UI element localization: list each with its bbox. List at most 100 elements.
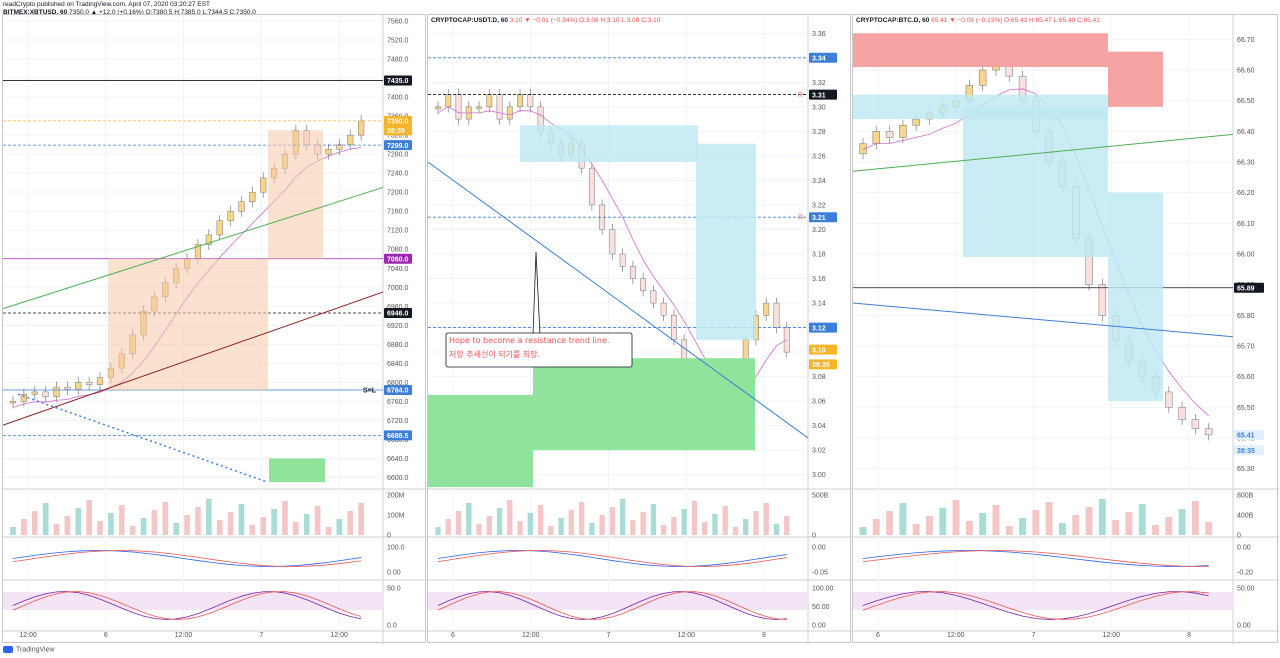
price-tick-label: 7080.0 [387, 247, 409, 254]
candle-body [75, 382, 82, 390]
time-tick-label: 6 [451, 632, 455, 639]
volume-bar [486, 516, 492, 535]
volume-bar [537, 505, 544, 535]
volume-bar [118, 505, 125, 535]
price-tick-label: 3.02 [812, 448, 826, 455]
price-tick-label: 6720.0 [387, 418, 409, 425]
resistance-zone-2 [1108, 51, 1163, 107]
candle-body [96, 377, 104, 386]
volume-bar [517, 521, 523, 535]
price-tick-label: 7320.0 [387, 133, 409, 140]
price-tick-label: 6880.0 [387, 342, 409, 349]
candle-body [640, 278, 647, 292]
volume-bar [260, 517, 267, 535]
price-tick-label: 65.50 [1237, 405, 1255, 412]
price-tick-label: 7000.0 [387, 285, 409, 292]
volume-bar [358, 503, 364, 535]
price-tag-box [809, 52, 837, 63]
volume-bar [325, 527, 332, 535]
btcd-chart-svg[interactable]: 66.70 66.60 66.50 66.40 66.30 66.20 66.10 66.00… [853, 15, 1279, 644]
btcd-symbol: CRYPTOCAP:BTC.D, 60 [856, 17, 930, 24]
candle-body [9, 401, 17, 404]
volume-bar [859, 527, 867, 535]
candle-body [885, 131, 894, 138]
price-tag-label: 65.41 [1237, 433, 1255, 440]
stoch-tick-label: 50.0 [387, 586, 401, 593]
volume-bar [589, 523, 595, 535]
volume-tick-label: 100M [387, 513, 405, 520]
candle-body [1178, 407, 1186, 420]
volume-bar [1165, 517, 1173, 535]
macd-tick-label: 0.00 [387, 570, 401, 577]
price-tick-label: 6800.0 [387, 380, 409, 387]
volume-tick-label: 800B [1237, 493, 1254, 500]
price-tick-label: 3.08 [812, 374, 826, 381]
demand-zone [108, 258, 268, 390]
btcd-ohlc: 65.41 ▼ −0.08 (−0.13%) O:65.43 H:65.47 L… [931, 17, 1100, 24]
volume-bar [314, 506, 321, 535]
price-tag-box [809, 89, 837, 100]
stoch-k-line [437, 591, 787, 620]
time-tick-label: 12:00 [1103, 632, 1121, 639]
time-tick-label: 8 [1187, 632, 1191, 639]
volume-bar [466, 503, 472, 535]
volume-bar [660, 525, 667, 535]
stoch-tick-label: 0.00 [812, 623, 826, 630]
price-tag-box [384, 430, 412, 441]
volume-bar [763, 503, 769, 535]
stoch-tick-label: 0.00 [1237, 623, 1251, 630]
price-tag-label: 3.21 [812, 215, 826, 222]
price-tick-label: 7480.0 [387, 57, 409, 64]
chart-panel-btc-dominance[interactable]: CRYPTOCAP:BTC.D, 60 65.41 ▼ −0.08 (−0.13… [852, 14, 1279, 644]
volume-bar [926, 516, 933, 535]
price-tick-label: 66.50 [1237, 98, 1255, 105]
time-tick-label: 12:00 [330, 632, 348, 639]
volume-bar [599, 515, 605, 535]
volume-bar [578, 502, 585, 535]
volume-bar [558, 518, 564, 535]
callout-pointer [532, 251, 541, 336]
price-tick-label: 6920.0 [387, 323, 409, 330]
volume-bar [992, 505, 1000, 535]
candle-body [53, 386, 60, 397]
price-tick-label: 7240.0 [387, 171, 409, 178]
candle-body [238, 201, 245, 212]
price-tag-label: 39:35 [812, 362, 830, 369]
candle-body [20, 394, 27, 402]
usdt-symbol: CRYPTOCAP:USDT.D, 60 [431, 17, 508, 24]
candle-body [763, 302, 770, 316]
candle-body [205, 234, 212, 245]
r-marker: R [798, 215, 803, 222]
volume-bar [1152, 525, 1159, 535]
usdt-chart-svg[interactable]: 3.36 3.34 3.32 3.30 3.28 3.26 3.24 3.22 3.20 3.18… [428, 15, 852, 644]
stoch-k-line [862, 591, 1209, 620]
price-tag-box [384, 384, 412, 395]
price-tick-label: 3.22 [812, 202, 826, 209]
volume-bar [784, 516, 790, 535]
candle-body [773, 302, 780, 328]
macd-tick-label: 0.00 [812, 545, 826, 552]
candle-body [336, 144, 343, 150]
xbtusd-chart-svg[interactable]: 7560.07520.07480.07440.07400.07360.07320… [3, 15, 427, 644]
chart-panel-usdt-dominance[interactable]: CRYPTOCAP:USDT.D, 60 3.10 ▼ −0.01 (−0.34… [427, 14, 852, 644]
volume-bar [445, 519, 451, 535]
volume-bar [1112, 520, 1120, 535]
macd-line [437, 550, 787, 567]
price-tick-label: 3.14 [812, 301, 826, 308]
volume-bar [227, 512, 234, 535]
stoch-tick-label: 0.0 [387, 623, 397, 630]
chart-panel-xbtusd[interactable]: 7560.07520.07480.07440.07400.07360.07320… [2, 14, 427, 644]
tradingview-logo[interactable]: TradingView [3, 646, 55, 653]
price-tag-label: 6946.0 [387, 311, 409, 318]
volume-bar [151, 510, 158, 535]
price-tick-label: 7280.0 [387, 152, 409, 159]
candle-body [86, 382, 93, 386]
resistance-zone-1 [853, 33, 1108, 67]
volume-bar [743, 519, 749, 535]
volume-bar [97, 521, 103, 535]
candle-body [42, 391, 49, 397]
stoch-band [428, 592, 808, 610]
stoch-d-line [437, 591, 787, 620]
candle-body [31, 391, 38, 395]
volume-tick-label: 500B [812, 493, 829, 500]
